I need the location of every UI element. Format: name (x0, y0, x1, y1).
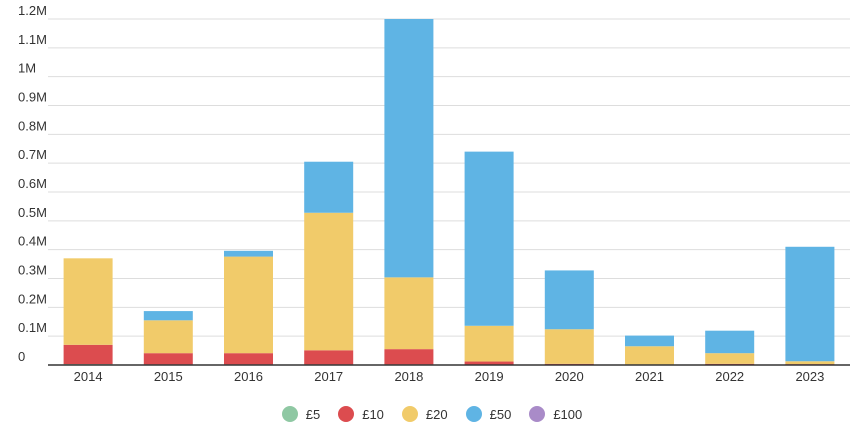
bar-segment[interactable] (464, 151, 514, 326)
y-tick-label: 0 (18, 349, 25, 364)
legend-swatch-icon (529, 406, 546, 422)
y-tick-label: 0.1M (18, 320, 47, 335)
bar-segment[interactable] (224, 250, 273, 257)
y-tick-label: 0.6M (18, 176, 47, 191)
y-tick-label: 0.7M (18, 147, 47, 162)
x-tick-label: 2020 (555, 369, 584, 384)
bar-segment[interactable] (63, 258, 113, 345)
bar-segment[interactable] (705, 330, 755, 354)
y-tick-label: 1.1M (18, 32, 47, 47)
bar-segment[interactable] (544, 270, 594, 330)
x-tick-label: 2023 (795, 369, 824, 384)
legend-label: £100 (553, 406, 583, 422)
legend-label: £10 (362, 406, 384, 422)
x-tick-label: 2019 (475, 369, 504, 384)
bar-segment[interactable] (143, 320, 193, 354)
chart: 0 0.1M 0.2M 0.3M 0.4M 0.5M 0.6M 0.7M 0.8M 0.9M 1M 1… (18, 3, 850, 384)
legend-label: £50 (489, 406, 512, 422)
x-axis-labels: 2014 2015 2016 2017 2018 2019 2020 2021 2022 2023 (74, 369, 825, 384)
bar-segment[interactable] (143, 353, 193, 365)
bar-segment[interactable] (785, 361, 835, 365)
bar-segment[interactable] (464, 325, 514, 362)
bar-segment[interactable] (705, 353, 755, 364)
legend-item[interactable]: £20 (401, 406, 448, 422)
bar-segment[interactable] (224, 353, 273, 365)
legend-item[interactable]: £50 (465, 406, 512, 422)
x-tick-label: 2021 (635, 369, 664, 384)
bar-segment[interactable] (304, 350, 354, 365)
bar-segment[interactable] (544, 329, 594, 364)
bar-segment[interactable] (384, 19, 434, 278)
bar-segment[interactable] (224, 256, 273, 354)
gridlines (48, 18, 850, 337)
legend-item[interactable]: £5 (281, 406, 321, 422)
legend-label: £5 (305, 406, 321, 422)
y-tick-label: 0.5M (18, 205, 47, 220)
bar-segment[interactable] (384, 277, 434, 350)
bar-segment[interactable] (63, 344, 113, 365)
y-tick-label: 0.8M (18, 118, 47, 133)
x-tick-label: 2018 (394, 369, 423, 384)
x-tick-label: 2015 (154, 369, 183, 384)
bar-segment[interactable] (464, 361, 514, 365)
legend-item[interactable]: £10 (338, 406, 384, 422)
bar-segment[interactable] (304, 161, 354, 213)
legend-swatch-icon (465, 406, 482, 422)
x-tick-label: 2022 (715, 369, 744, 384)
x-tick-label: 2016 (234, 369, 263, 384)
x-tick-label: 2017 (314, 369, 343, 384)
legend: £5 £10 £20 £50 £100 (0, 406, 864, 422)
legend-swatch-icon (281, 406, 298, 422)
bar-segment[interactable] (625, 346, 674, 365)
bar-segment[interactable] (143, 311, 193, 321)
y-tick-label: 0.4M (18, 234, 47, 249)
y-tick-label: 1.2M (18, 3, 47, 18)
legend-swatch-icon (401, 406, 418, 422)
y-tick-label: 0.9M (18, 90, 47, 105)
x-tick-label: 2014 (74, 369, 103, 384)
y-tick-label: 1M (18, 61, 36, 76)
bar-segment[interactable] (304, 212, 354, 351)
y-tick-label: 0.2M (18, 291, 47, 306)
bars (63, 19, 835, 365)
legend-swatch-icon (338, 406, 355, 422)
bar-segment[interactable] (785, 246, 835, 362)
bar-segment[interactable] (625, 335, 674, 347)
legend-label: £20 (425, 406, 448, 422)
legend-item[interactable]: £100 (529, 406, 582, 422)
y-tick-label: 0.3M (18, 263, 47, 278)
bar-segment[interactable] (384, 349, 434, 365)
y-axis-labels: 0 0.1M 0.2M 0.3M 0.4M 0.5M 0.6M 0.7M 0.8M 0.9M 1M 1… (18, 3, 47, 364)
